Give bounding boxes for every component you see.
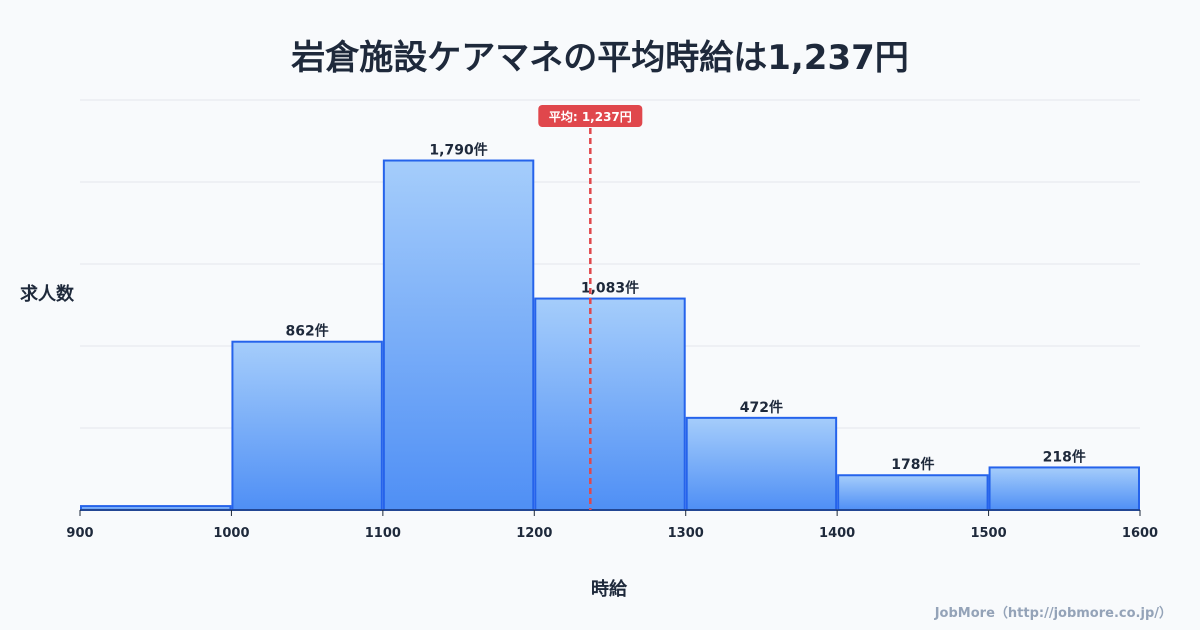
mean-label: 平均: 1,237円 <box>549 109 632 124</box>
histogram-bar <box>231 340 383 512</box>
x-tick-label: 1100 <box>365 526 401 541</box>
histogram-bar <box>80 505 232 512</box>
x-tick-label: 1000 <box>213 526 249 541</box>
x-tick-label: 1600 <box>1122 526 1158 541</box>
x-tick-label: 1300 <box>668 526 704 541</box>
credit-text: JobMore（http://jobmore.co.jp/） <box>934 606 1172 621</box>
bar-data-label: 218件 <box>1043 448 1086 465</box>
chart-title: 岩倉施設ケアマネの平均時給は1,237円 <box>291 38 909 78</box>
y-axis-label: 求人数 <box>20 284 74 305</box>
histogram-bar <box>685 416 838 512</box>
x-axis-label: 時給 <box>591 579 627 600</box>
bar-data-label: 1,083件 <box>581 280 639 297</box>
mean-label-badge <box>538 105 643 127</box>
x-tick-label: 1200 <box>516 526 552 541</box>
bar-data-label: 862件 <box>286 323 329 340</box>
bar-data-label: 1,790件 <box>429 142 487 159</box>
histogram-bar <box>534 297 686 511</box>
x-tick-label: 1500 <box>970 526 1006 541</box>
histogram-bar <box>988 466 1140 512</box>
x-tick-label: 900 <box>66 526 93 541</box>
x-tick-label: 1400 <box>819 526 855 541</box>
bar-data-label: 472件 <box>740 399 783 416</box>
histogram-bar <box>837 474 989 511</box>
histogram-bar <box>382 159 535 511</box>
bar-data-label: 178件 <box>891 456 934 473</box>
